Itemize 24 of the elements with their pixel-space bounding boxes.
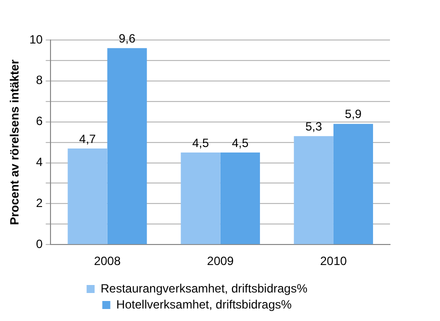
bar bbox=[180, 152, 220, 244]
y-tick-label: 0 bbox=[36, 236, 44, 251]
y-axis-title: Procent av rörelsens intäkter bbox=[8, 59, 22, 226]
y-tick-label: 8 bbox=[36, 73, 44, 88]
y-tick-label: 2 bbox=[36, 196, 44, 210]
x-tick-label: 2008 bbox=[94, 254, 121, 268]
data-label: 5,9 bbox=[344, 107, 362, 122]
y-tick-label: 6 bbox=[36, 114, 44, 128]
bar bbox=[107, 48, 147, 244]
data-label: 4,5 bbox=[232, 136, 249, 150]
bar bbox=[68, 148, 108, 244]
y-tick-label: 4 bbox=[36, 155, 44, 170]
bar bbox=[220, 152, 260, 244]
data-label: 5,3 bbox=[305, 119, 322, 134]
x-tick-label: 2009 bbox=[207, 254, 234, 268]
legend-label: Hotellverksamhet, driftsbidrags% bbox=[116, 297, 292, 312]
legend-label: Restaurangverksamhet, driftsbidrags% bbox=[100, 281, 308, 296]
data-label: 9,6 bbox=[118, 31, 136, 46]
data-label: 4,5 bbox=[192, 136, 210, 150]
bar bbox=[294, 136, 334, 244]
x-tick-label: 2010 bbox=[320, 254, 348, 268]
bar bbox=[333, 124, 374, 244]
y-tick-label: 10 bbox=[29, 32, 44, 46]
data-label: 4,7 bbox=[79, 132, 96, 146]
